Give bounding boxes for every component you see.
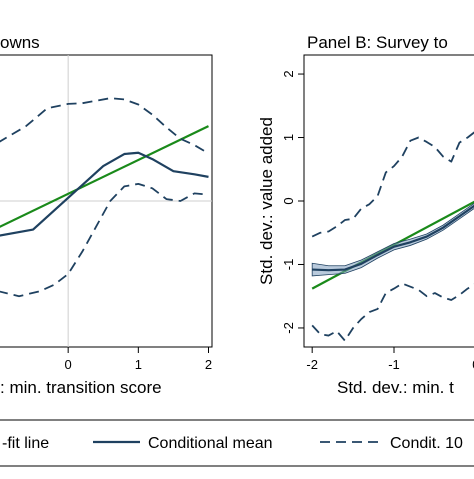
legend-label-mean: Conditional mean [148, 435, 273, 452]
panel-a: owns 0 1 2 : min. transition score [0, 33, 213, 397]
panel-b-axes: -2 -1 0 -2 -1 0 1 2 [281, 70, 474, 372]
panel-a-conditional-mean-line [0, 151, 209, 237]
panel-b-series [311, 131, 474, 342]
panel-b-y-axis-label: Std. dev.: value added [257, 117, 276, 285]
panel-a-series [0, 97, 209, 298]
panel-b-y-tick-label: 2 [281, 70, 296, 77]
panel-b-x-tick-label: -2 [306, 357, 318, 372]
panel-a-fit-line [0, 125, 209, 228]
panel-a-ci-line-3 [0, 182, 209, 298]
panel-a-x-tick-label: 0 [65, 357, 72, 372]
panel-b-x-tick-label: 0 [472, 357, 474, 372]
panel-b-x-tick-label: -1 [388, 357, 400, 372]
legend: -fit line Conditional mean Condit. 10 [0, 419, 474, 467]
panel-b: Panel B: Survey to -2 -1 0 -2 -1 0 1 2 Std. dev… [257, 33, 474, 397]
panel-a-ci-line-2 [0, 97, 209, 155]
panel-b-plot-border [303, 54, 474, 348]
panel-b-confidence-band [311, 203, 474, 277]
panel-a-x-axis: 0 1 2 [65, 347, 212, 372]
panel-a-x-axis-label: : min. transition score [0, 378, 162, 397]
panel-b-ci-line-3 [311, 131, 474, 238]
legend-box [0, 419, 474, 467]
legend-label-ci: Condit. 10 [390, 435, 463, 452]
panel-b-ci-line-4 [311, 282, 474, 342]
panel-b-y-tick-label: -1 [281, 259, 296, 271]
panel-b-title: Panel B: Survey to [307, 33, 448, 52]
panel-a-x-tick-label: 1 [135, 357, 142, 372]
panel-a-x-tick-label: 2 [205, 357, 212, 372]
panel-b-y-tick-label: 0 [281, 197, 296, 204]
panel-b-conditional-mean-line [312, 204, 474, 272]
legend-label-fit: -fit line [2, 435, 49, 452]
panel-b-x-axis-label: Std. dev.: min. t [337, 378, 454, 397]
panel-b-y-tick-label: 1 [281, 134, 296, 141]
panel-b-y-tick-label: -2 [281, 322, 296, 334]
panel-a-title: owns [0, 33, 40, 52]
